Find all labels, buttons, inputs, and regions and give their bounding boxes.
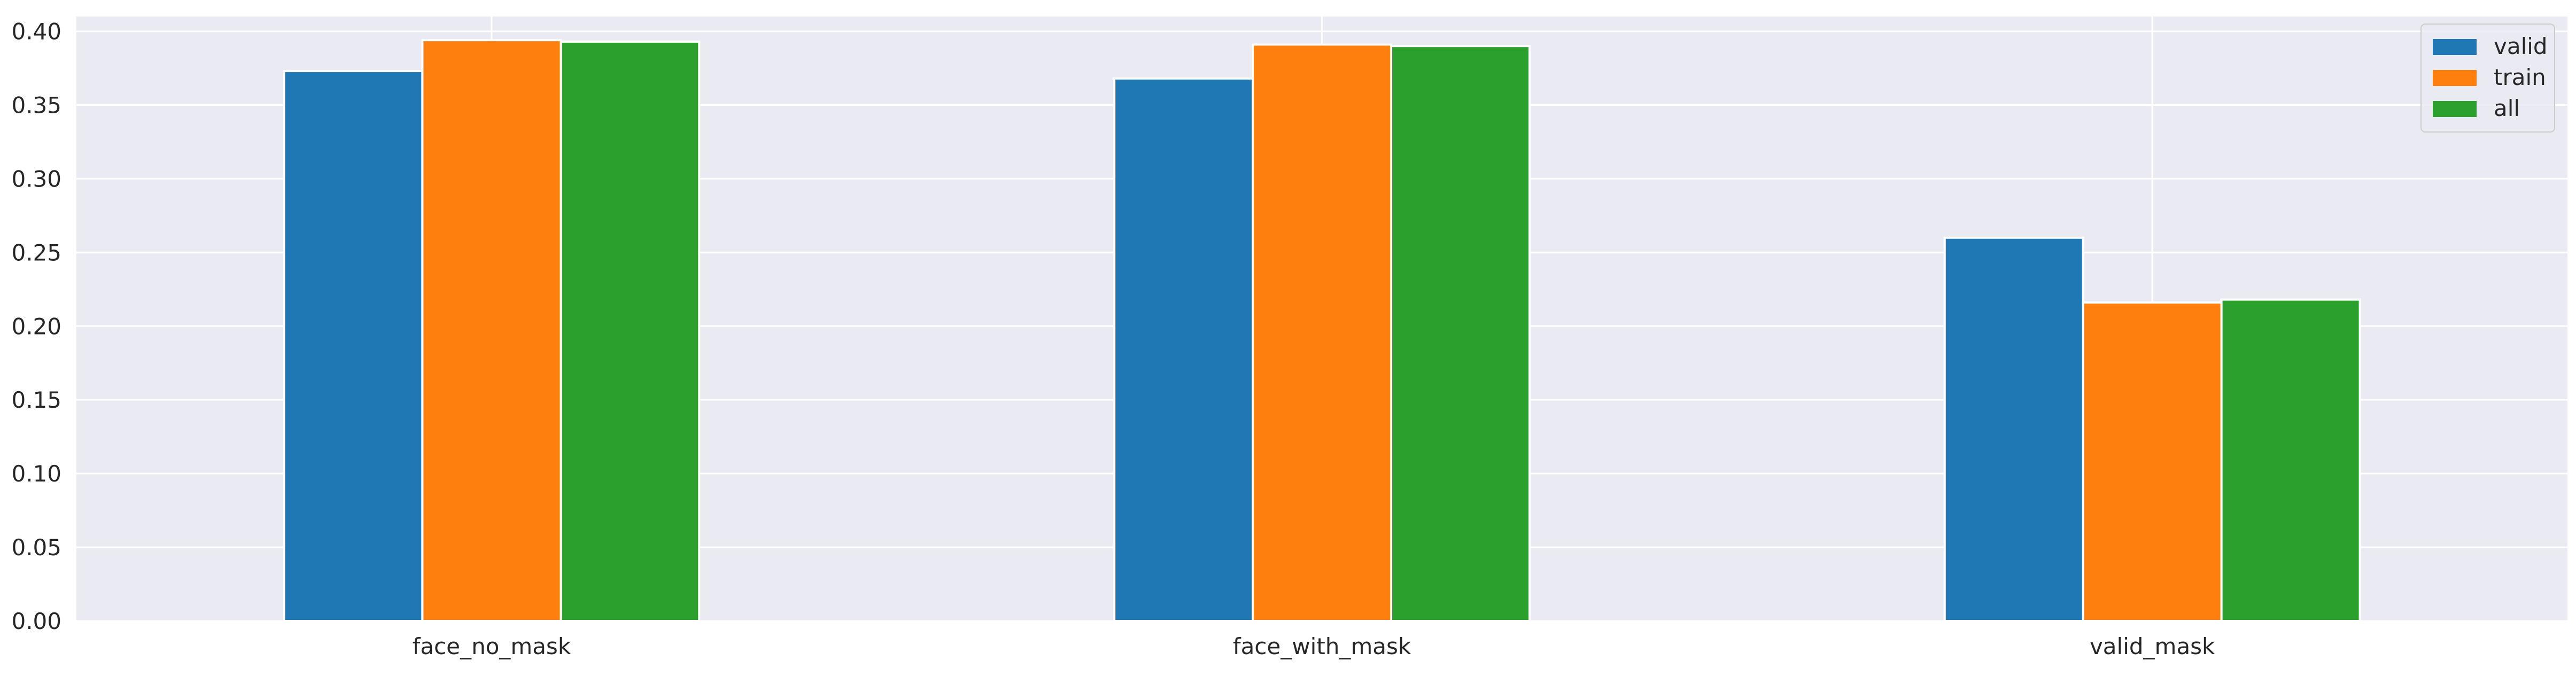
x-tick-label: valid_mask <box>2090 633 2215 659</box>
bar-valid-face_with_mask <box>1113 77 1254 623</box>
legend-label-train: train <box>2494 64 2546 90</box>
y-axis-ticks: 0.00 0.05 0.10 0.15 0.20 0.25 0.30 0.35 0.40 <box>11 19 61 634</box>
bar-valid-valid_mask <box>1943 236 2084 622</box>
legend-swatch-valid <box>2433 39 2477 55</box>
y-tick-label: 0.35 <box>11 92 61 119</box>
y-tick-label: 0.00 <box>11 608 61 634</box>
y-tick-label: 0.30 <box>11 166 61 192</box>
bar-valid-face_no_mask <box>283 70 424 623</box>
bar-all-face_no_mask <box>560 40 701 622</box>
legend-swatch-train <box>2433 70 2477 86</box>
x-tick-label: face_with_mask <box>1233 633 1411 659</box>
x-tick-label: face_no_mask <box>413 633 571 659</box>
bars <box>283 39 2361 623</box>
y-tick-label: 0.10 <box>11 461 61 487</box>
bar-train-face_with_mask <box>1252 43 1392 622</box>
y-tick-label: 0.05 <box>11 534 61 561</box>
bar-train-face_no_mask <box>421 39 562 622</box>
bar-train-valid_mask <box>2082 301 2223 622</box>
bar-all-valid_mask <box>2220 298 2361 622</box>
legend-label-valid: valid <box>2494 33 2548 59</box>
y-tick-label: 0.15 <box>11 387 61 413</box>
bar-all-face_with_mask <box>1390 45 1531 622</box>
legend: valid train all <box>2420 24 2555 133</box>
legend-swatch-all <box>2433 101 2477 117</box>
x-axis-ticks: face_no_mask face_with_mask valid_mask <box>413 633 2216 659</box>
y-tick-label: 0.20 <box>11 313 61 339</box>
y-tick-label: 0.40 <box>11 19 61 45</box>
y-tick-label: 0.25 <box>11 239 61 266</box>
legend-label-all: all <box>2494 95 2520 121</box>
